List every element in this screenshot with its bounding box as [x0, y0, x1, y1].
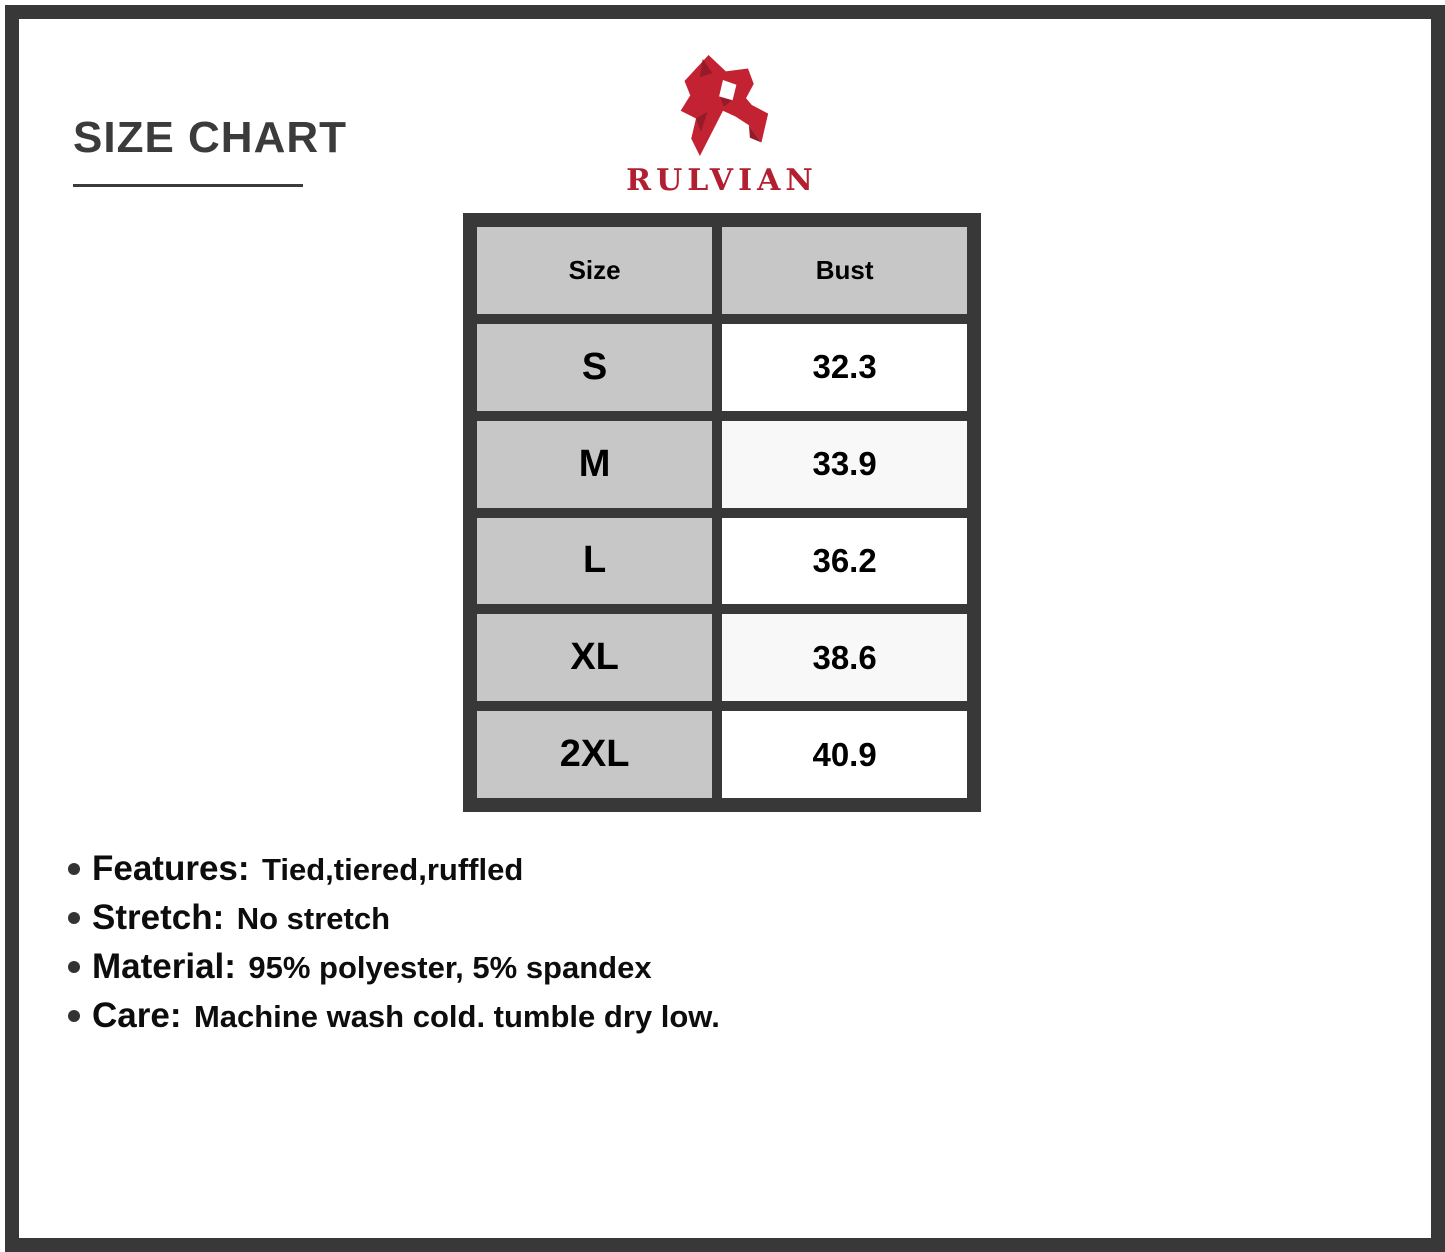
rulvian-r-logo-icon — [680, 55, 769, 156]
page-title: SIZE CHART — [73, 113, 347, 162]
table-header-bust: Bust — [722, 227, 967, 314]
table-row-bust: 36.2 — [722, 517, 967, 605]
table-row-size: 2XL — [477, 711, 713, 798]
table-row-bust: 40.9 — [722, 711, 967, 798]
bullet-icon — [68, 862, 80, 875]
table-header-size: Size — [477, 227, 713, 314]
table-row-size: M — [477, 420, 713, 508]
table-row-size: L — [477, 517, 713, 605]
detail-label: Care: — [92, 996, 182, 1035]
detail-label: Stretch: — [92, 898, 225, 937]
bullet-icon — [68, 1009, 80, 1022]
detail-label: Material: — [92, 947, 236, 986]
size-chart-table: Size Bust S 32.3 M 33.9 L 36.2 XL 38.6 2… — [463, 213, 981, 812]
table-row-bust: 38.6 — [722, 614, 967, 702]
bullet-icon — [68, 960, 80, 973]
detail-row-stretch: Stretch: No stretch — [68, 893, 720, 942]
detail-value: 95% polyester, 5% spandex — [248, 950, 652, 985]
title-underline — [73, 184, 303, 187]
detail-value: Machine wash cold. tumble dry low. — [193, 999, 720, 1034]
detail-row-features: Features: Tied,tiered,ruffled — [68, 844, 720, 893]
detail-row-material: Material: 95% polyester, 5% spandex — [68, 942, 720, 991]
detail-value: Tied,tiered,ruffled — [262, 852, 524, 887]
table-row-bust: 33.9 — [722, 420, 967, 508]
detail-value: No stretch — [236, 901, 391, 936]
detail-row-care: Care: Machine wash cold. tumble dry low. — [68, 991, 720, 1040]
brand-logo: RULVIAN — [572, 50, 872, 198]
table-row-bust: 32.3 — [722, 323, 967, 411]
product-details-list: Features: Tied,tiered,ruffled Stretch: N… — [68, 844, 720, 1040]
table-row-size: XL — [477, 614, 713, 702]
brand-name: RULVIAN — [626, 163, 818, 198]
bullet-icon — [68, 911, 80, 924]
table-row-size: S — [477, 323, 713, 411]
detail-label: Features: — [92, 849, 250, 888]
